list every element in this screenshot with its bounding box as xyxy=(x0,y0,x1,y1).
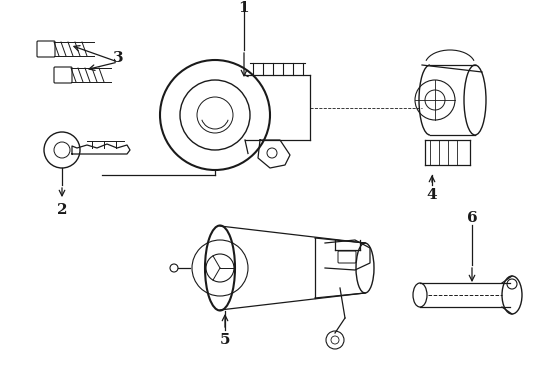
Text: 3: 3 xyxy=(113,51,123,65)
Text: 4: 4 xyxy=(427,188,437,202)
Text: 2: 2 xyxy=(57,203,67,217)
Text: 1: 1 xyxy=(239,1,249,15)
Text: 6: 6 xyxy=(466,211,477,225)
Text: 5: 5 xyxy=(220,333,230,347)
